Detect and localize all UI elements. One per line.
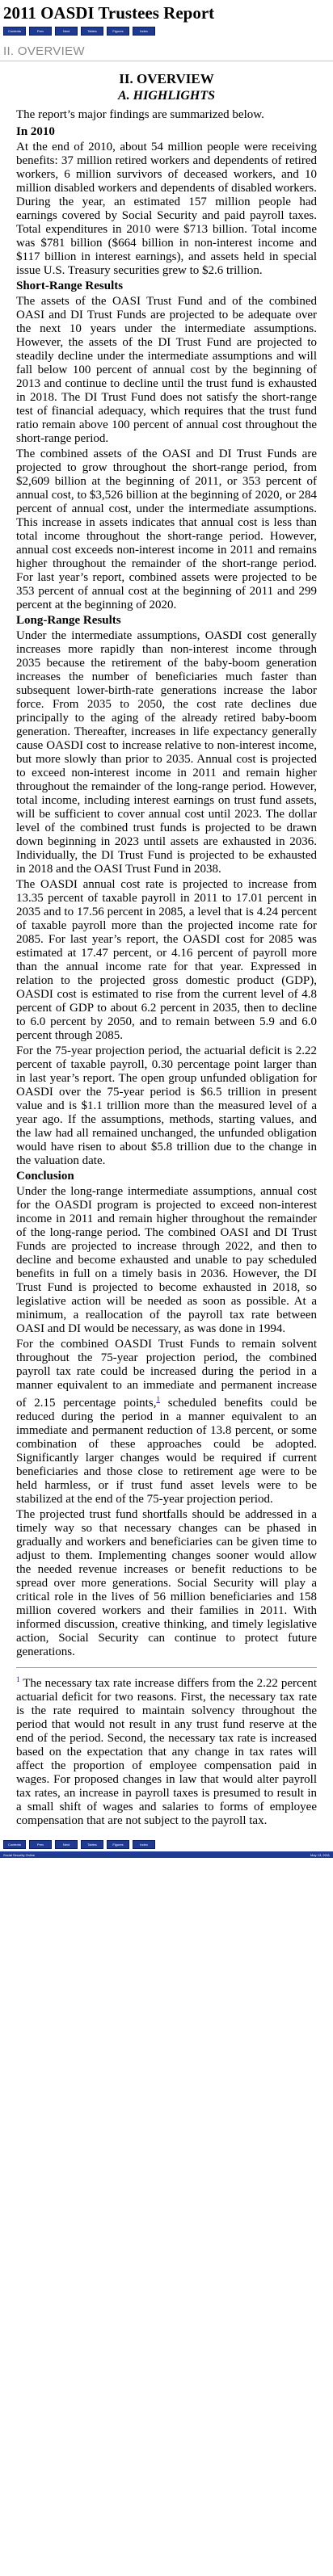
paragraph: Under the intermediate assumptions, OASD… bbox=[16, 629, 317, 876]
bottom-nav: Contents Prev Next Tables Figures Index bbox=[0, 1838, 333, 1851]
paragraph: The projected trust fund shortfalls shou… bbox=[16, 1508, 317, 1658]
paragraph: The OASDI annual cost rate is projected … bbox=[16, 878, 317, 1042]
nav-figures-button[interactable]: Figures bbox=[107, 1840, 129, 1849]
nav-contents-button[interactable]: Contents bbox=[3, 1840, 26, 1849]
footnote-text: The necessary tax rate increase differs … bbox=[16, 1677, 317, 1827]
main-content: II. OVERVIEW A. HIGHLIGHTS The report’s … bbox=[0, 61, 333, 1659]
paragraph: The combined assets of the OASI and DI T… bbox=[16, 448, 317, 611]
section-crumb: II. OVERVIEW bbox=[0, 43, 333, 61]
nav-prev-button[interactable]: Prev bbox=[29, 1840, 52, 1849]
intro-text: The report’s major findings are summariz… bbox=[16, 108, 264, 121]
footnote-divider bbox=[16, 1667, 317, 1668]
paragraph-text: For the combined OASDI Trust Funds to re… bbox=[16, 1338, 317, 1410]
nav-contents-button[interactable]: Contents bbox=[3, 27, 26, 36]
paragraph: For the 75-year projection period, the a… bbox=[16, 1044, 317, 1167]
nav-next-button[interactable]: Next bbox=[55, 1840, 78, 1849]
footer-date: May 13, 2011 bbox=[310, 1852, 330, 1857]
nav-prev-button[interactable]: Prev bbox=[29, 27, 52, 36]
site-title: 2011 OASDI Trustees Report bbox=[3, 3, 215, 23]
topic-heading-short-range: Short-Range Results bbox=[16, 279, 124, 292]
paragraph-text: scheduled benefits could be reduced duri… bbox=[16, 1397, 317, 1506]
nav-next-button[interactable]: Next bbox=[55, 27, 78, 36]
footnote: 1 The necessary tax rate increase differ… bbox=[16, 1673, 317, 1828]
footnote-link[interactable]: 1 bbox=[156, 1395, 160, 1403]
nav-tables-button[interactable]: Tables bbox=[81, 1840, 103, 1849]
top-nav: Contents Prev Next Tables Figures Index bbox=[0, 24, 333, 38]
paragraph: At the end of 2010, about 54 million peo… bbox=[16, 141, 317, 277]
paragraph: The assets of the OASI Trust Fund and of… bbox=[16, 295, 317, 445]
footer-strip: Social Security Online May 13, 2011 bbox=[0, 1851, 333, 1858]
nav-figures-button[interactable]: Figures bbox=[107, 27, 129, 36]
nav-tables-button[interactable]: Tables bbox=[81, 27, 103, 36]
topic-heading-long-range: Long-Range Results bbox=[16, 614, 121, 627]
nav-index-button[interactable]: Index bbox=[133, 27, 155, 36]
paragraph: Under the long-range intermediate assump… bbox=[16, 1185, 317, 1335]
topic-heading-conclusion: Conclusion bbox=[16, 1170, 74, 1183]
section-heading: II. OVERVIEW bbox=[119, 71, 214, 86]
footnote-mark[interactable]: 1 bbox=[16, 1675, 20, 1683]
sub-heading: A. HIGHLIGHTS bbox=[117, 89, 215, 103]
paragraph: For the combined OASDI Trust Funds to re… bbox=[16, 1338, 317, 1507]
topic-heading-2010: In 2010 bbox=[16, 125, 55, 138]
footer-site-link[interactable]: Social Security Online bbox=[3, 1852, 36, 1857]
nav-index-button[interactable]: Index bbox=[133, 1840, 155, 1849]
